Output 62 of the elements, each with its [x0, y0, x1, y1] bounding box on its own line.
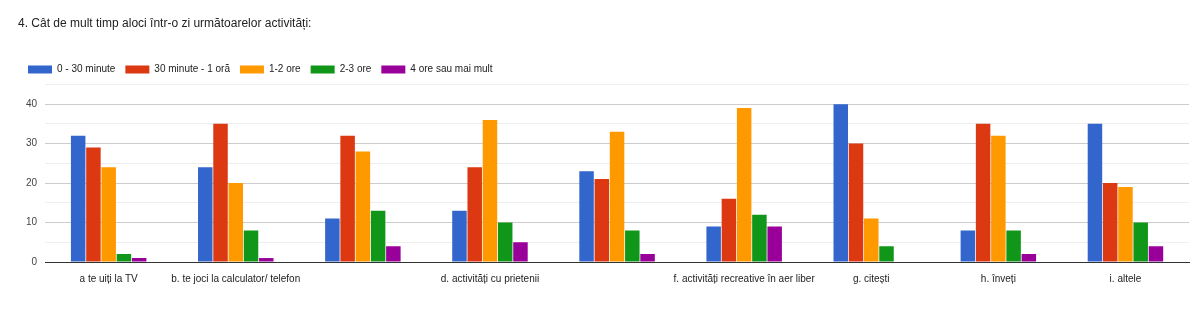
bar [721, 198, 737, 262]
bar [228, 183, 244, 262]
bar [1148, 246, 1164, 262]
bar [594, 179, 610, 262]
bar [370, 210, 386, 262]
bar [1133, 222, 1148, 262]
x-tick-label: f. activități recreative în aer liber [673, 272, 816, 284]
bar [467, 167, 482, 262]
y-tick-label: 10 [26, 216, 38, 228]
bar [1102, 183, 1118, 262]
bar [513, 242, 528, 262]
y-tick-label: 30 [26, 137, 38, 149]
bar [116, 254, 132, 262]
bar [991, 135, 1006, 262]
bar [243, 230, 259, 262]
bar [752, 214, 767, 262]
bar [736, 108, 752, 262]
bar [1118, 187, 1133, 262]
bar [1006, 230, 1021, 262]
bar [864, 218, 879, 262]
bar [1087, 123, 1103, 262]
legend-label: 30 minute - 1 oră [154, 63, 231, 75]
x-tick-label: b. te joci la calculator/ telefon [171, 272, 301, 284]
bar [767, 226, 782, 262]
legend-label: 4 ore sau mai mult [410, 63, 493, 75]
bar [340, 135, 355, 262]
bar [198, 167, 213, 262]
bar [101, 167, 116, 262]
bar [386, 246, 401, 262]
bar [355, 151, 371, 262]
x-tick-label: h. înveți [980, 272, 1016, 284]
bar [609, 131, 625, 262]
bar [960, 230, 976, 262]
bar [452, 210, 467, 262]
bar [131, 258, 147, 262]
bar [86, 147, 101, 262]
legend-label: 1-2 ore [268, 63, 302, 75]
bar [259, 258, 274, 262]
x-tick-label: d. activități cu prietenii [440, 272, 540, 284]
bar [482, 119, 498, 262]
legend-label: 2-3 ore [339, 63, 372, 75]
bar [833, 104, 848, 262]
x-tick-label: g. citești [852, 272, 890, 284]
bar [579, 171, 594, 262]
bar [497, 222, 513, 262]
chart-title: 4. Cât de mult timp aloci într-o zi următoarelor activități: [18, 15, 312, 30]
bar [848, 143, 864, 262]
bar [325, 218, 340, 262]
x-tick-label: a te uiți la TV [79, 272, 139, 284]
bar [640, 254, 655, 262]
bar [70, 135, 86, 262]
y-tick-label: 0 [31, 255, 38, 267]
y-tick-label: 40 [26, 97, 38, 109]
bar [625, 230, 640, 262]
bar [213, 123, 228, 262]
bar [879, 246, 894, 262]
bar [706, 226, 721, 262]
x-tick-label: i. altele [1109, 272, 1142, 284]
legend-label: 0 - 30 minute [57, 63, 116, 75]
y-tick-label: 20 [26, 176, 38, 188]
bar [975, 123, 991, 262]
bar [1021, 254, 1037, 262]
